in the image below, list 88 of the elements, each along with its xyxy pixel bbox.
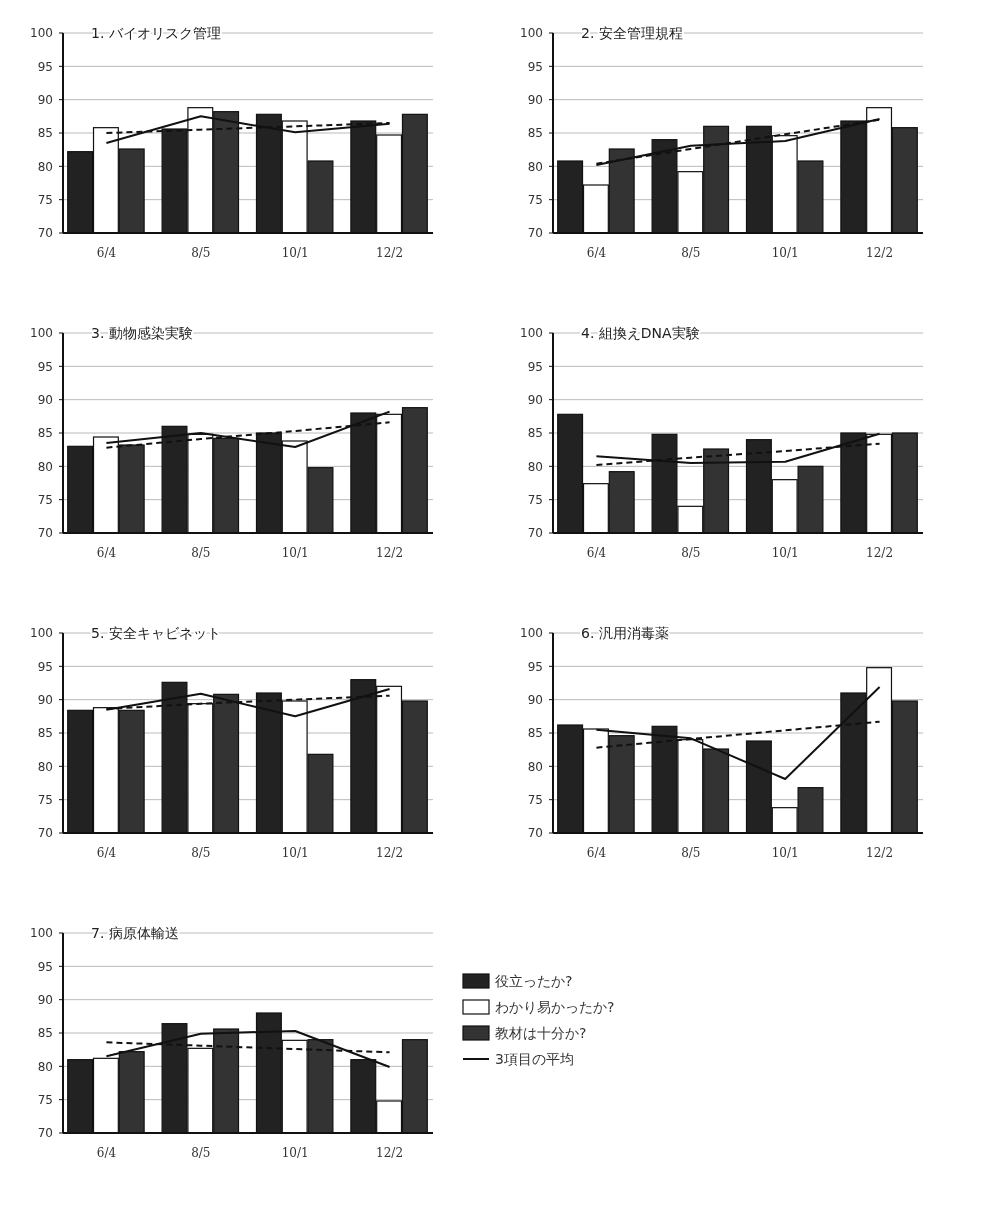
y-tick-label: 85 [37, 726, 53, 741]
y-tick-label: 100 [30, 326, 53, 341]
y-tick-label: 85 [37, 1026, 53, 1041]
x-tick-label: 12/2 [376, 546, 404, 560]
y-tick-label: 80 [37, 459, 53, 474]
x-tick-label: 12/2 [866, 846, 894, 860]
x-tick-label: 8/5 [681, 846, 701, 860]
y-tick-label: 85 [527, 426, 543, 441]
y-tick-label: 70 [527, 826, 543, 841]
y-tick-label: 80 [527, 159, 543, 174]
chart-title: 4. 組換えDNA実験 [581, 324, 700, 341]
y-tick-label: 70 [37, 826, 53, 841]
y-tick-label: 75 [37, 492, 53, 507]
x-tick-label: 6/4 [586, 846, 607, 860]
x-tick-label: 10/1 [771, 546, 799, 560]
x-tick-label: 6/4 [96, 846, 117, 860]
chart-title: 6. 汎用消毒薬 [581, 624, 669, 641]
y-tick-label: 100 [520, 26, 543, 41]
y-tick-label: 70 [527, 226, 543, 241]
legend-label: わかり易かったか? [495, 998, 615, 1015]
y-tick-label: 95 [527, 59, 543, 74]
x-tick-label: 10/1 [771, 846, 799, 860]
y-tick-label: 90 [37, 692, 53, 707]
y-tick-label: 75 [37, 192, 53, 207]
x-tick-label: 6/4 [586, 246, 607, 260]
y-tick-label: 75 [527, 192, 543, 207]
y-tick-label: 100 [520, 326, 543, 341]
x-tick-label: 6/4 [96, 246, 117, 260]
y-tick-label: 90 [527, 92, 543, 107]
y-tick-label: 100 [30, 626, 53, 641]
y-tick-label: 75 [527, 792, 543, 807]
y-tick-label: 90 [527, 692, 543, 707]
x-tick-label: 10/1 [281, 846, 309, 860]
y-tick-label: 70 [37, 226, 53, 241]
y-tick-label: 80 [527, 459, 543, 474]
y-tick-label: 90 [37, 992, 53, 1007]
y-tick-label: 80 [37, 159, 53, 174]
y-tick-label: 85 [527, 126, 543, 141]
x-tick-label: 6/4 [96, 1146, 117, 1160]
y-tick-label: 90 [37, 392, 53, 407]
x-tick-label: 8/5 [681, 246, 701, 260]
x-tick-label: 8/5 [191, 546, 211, 560]
legend-label: 教材は十分か? [495, 1024, 587, 1041]
y-tick-label: 85 [527, 726, 543, 741]
y-tick-label: 100 [30, 26, 53, 41]
x-tick-label: 12/2 [376, 1146, 404, 1160]
x-tick-label: 8/5 [191, 846, 211, 860]
chart-title: 2. 安全管理規程 [581, 24, 683, 41]
y-tick-label: 85 [37, 426, 53, 441]
x-tick-label: 12/2 [376, 246, 404, 260]
x-tick-label: 12/2 [866, 546, 894, 560]
x-tick-label: 12/2 [376, 846, 404, 860]
legend-label: 3項目の平均 [495, 1050, 574, 1067]
y-tick-label: 85 [37, 126, 53, 141]
x-tick-label: 12/2 [866, 246, 894, 260]
x-tick-label: 10/1 [281, 1146, 309, 1160]
y-tick-label: 95 [37, 359, 53, 374]
x-tick-label: 10/1 [281, 546, 309, 560]
chart-title: 5. 安全キャビネット [91, 624, 221, 641]
y-tick-label: 80 [37, 1059, 53, 1074]
x-tick-label: 10/1 [281, 246, 309, 260]
y-tick-label: 70 [527, 526, 543, 541]
y-tick-label: 95 [527, 659, 543, 674]
y-tick-label: 70 [37, 1126, 53, 1141]
y-tick-label: 95 [37, 59, 53, 74]
x-tick-label: 6/4 [96, 546, 117, 560]
y-tick-label: 75 [37, 1092, 53, 1107]
y-tick-label: 90 [527, 392, 543, 407]
x-tick-label: 10/1 [771, 246, 799, 260]
chart-title: 1. バイオリスク管理 [91, 24, 221, 41]
x-tick-label: 6/4 [586, 546, 607, 560]
y-tick-label: 95 [527, 359, 543, 374]
y-tick-label: 70 [37, 526, 53, 541]
chart-title: 3. 動物感染実験 [91, 324, 193, 341]
x-tick-label: 8/5 [191, 1146, 211, 1160]
y-tick-label: 95 [37, 659, 53, 674]
y-tick-label: 100 [30, 926, 53, 941]
y-tick-label: 90 [37, 92, 53, 107]
x-tick-label: 8/5 [191, 246, 211, 260]
y-tick-label: 75 [527, 492, 543, 507]
x-tick-label: 8/5 [681, 546, 701, 560]
y-tick-label: 80 [37, 759, 53, 774]
chart-title: 7. 病原体輸送 [91, 924, 179, 941]
y-tick-label: 80 [527, 759, 543, 774]
y-tick-label: 75 [37, 792, 53, 807]
y-tick-label: 95 [37, 959, 53, 974]
legend-label: 役立ったか? [495, 972, 573, 989]
y-tick-label: 100 [520, 626, 543, 641]
